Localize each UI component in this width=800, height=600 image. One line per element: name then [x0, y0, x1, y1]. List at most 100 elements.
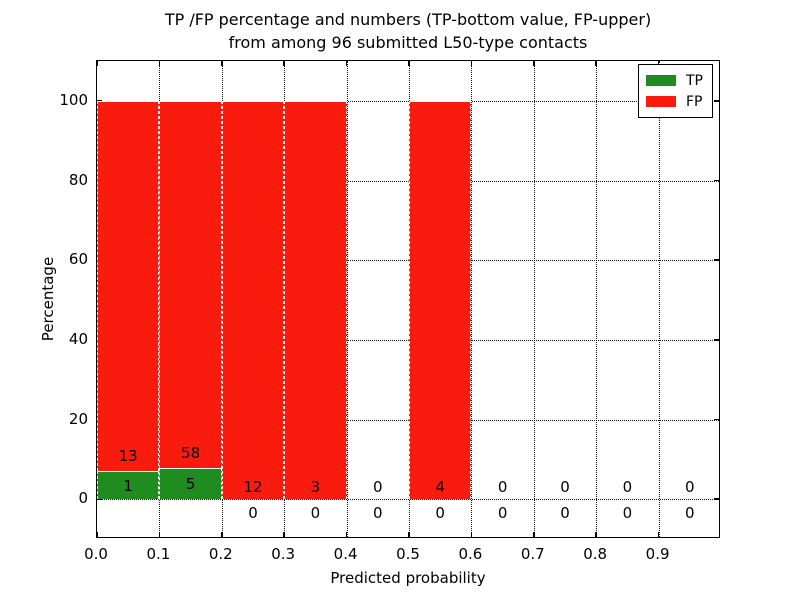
x-tick-label: 0.6: [458, 545, 483, 563]
x-gridline: [658, 61, 660, 537]
y-gridline: [97, 260, 719, 262]
x-gridline: [471, 61, 473, 537]
x-tick-mark: [533, 532, 535, 537]
x-tick-mark: [158, 532, 161, 537]
x-tick-mark: [221, 61, 223, 66]
legend-label-fp: FP: [686, 93, 703, 110]
bar-bin-2: [221, 61, 285, 537]
y-tick-mark: [714, 418, 719, 421]
fp-legend-swatch-icon: [646, 96, 676, 107]
x-tick-mark: [657, 532, 660, 537]
y-gridline: [97, 339, 719, 341]
y-gridline: [97, 180, 719, 182]
x-tick-label: 0.1: [146, 545, 171, 563]
fp-count-label: 0: [497, 478, 508, 497]
tp-count-label: 0: [622, 504, 633, 523]
y-tick-label: 40: [68, 329, 88, 348]
chart-title: TP /FP percentage and numbers (TP-bottom…: [0, 8, 800, 54]
x-tick-mark: [533, 61, 535, 66]
fp-count-label: 58: [181, 443, 201, 462]
x-gridline: [533, 61, 535, 537]
x-tick-mark: [470, 532, 473, 537]
fp-count-label: 0: [622, 478, 633, 497]
x-tick-mark: [595, 532, 597, 537]
fp-count-label: 3: [310, 478, 321, 497]
x-tick-mark: [96, 532, 98, 537]
fp-count-label: 0: [685, 478, 695, 497]
x-tick-mark: [408, 532, 410, 537]
x-tick-label: 0.7: [520, 545, 545, 563]
x-tick-mark: [408, 61, 410, 66]
bar-segment-fp: [221, 100, 285, 500]
legend-label-tp: TP: [686, 72, 703, 89]
tp-count-label: 0: [685, 504, 695, 523]
y-tick-mark: [714, 498, 719, 500]
bar-bin-1: [159, 61, 222, 537]
tp-count-label: 0: [497, 504, 508, 523]
legend-item-fp: FP: [646, 91, 703, 112]
x-tick-mark: [345, 532, 348, 537]
tp-count-label: 0: [310, 504, 321, 523]
x-tick-label: 0.0: [84, 545, 108, 563]
bar-segment-fp: [97, 100, 160, 471]
fp-count-label: 13: [118, 446, 138, 465]
x-tick-mark: [283, 61, 285, 66]
x-tick-mark: [657, 61, 660, 66]
y-tick-mark: [97, 498, 102, 500]
x-axis-label: Predicted probability: [330, 569, 486, 587]
x-tick-mark: [345, 61, 348, 66]
x-tick-mark: [221, 532, 223, 537]
x-tick-mark: [595, 61, 597, 66]
x-tick-label: 0.3: [271, 545, 296, 563]
y-gridline: [97, 499, 719, 501]
bar-bin-3: [284, 61, 347, 537]
bar-segment-fp: [409, 100, 472, 500]
y-gridline: [97, 419, 719, 421]
y-tick-label: 60: [68, 250, 88, 269]
legend-item-tp: TP: [646, 70, 703, 91]
x-tick-mark: [158, 61, 161, 66]
tp-count-label: 0: [373, 504, 383, 523]
y-tick-label: 0: [78, 489, 88, 508]
fp-count-label: 12: [243, 478, 263, 497]
bar-segment-tp: [159, 467, 222, 500]
y-tick-label: 80: [68, 170, 88, 189]
x-tick-label: 0.5: [396, 545, 420, 563]
tp-legend-swatch-icon: [646, 75, 676, 86]
x-gridline: [346, 61, 348, 537]
tp-count-label: 0: [435, 504, 445, 523]
bar-bin-0: [97, 61, 160, 537]
y-tick-mark: [714, 100, 719, 102]
y-gridline: [97, 100, 719, 102]
x-tick-label: 0.8: [583, 545, 608, 563]
x-tick-label: 0.9: [645, 545, 670, 563]
x-tick-mark: [96, 61, 98, 66]
x-tick-label: 0.2: [208, 545, 233, 563]
x-tick-label: 0.4: [333, 545, 358, 563]
plot-area: TP FP 13 1 58 5 12 0 3 0 0 0 4 0 0 0 0 0 0 0 0 0: [96, 60, 720, 538]
x-gridline: [596, 61, 598, 537]
y-tick-mark: [714, 259, 719, 261]
tp-count-label: 1: [123, 476, 133, 495]
y-tick-label: 20: [68, 409, 88, 428]
x-tick-mark: [470, 61, 473, 66]
bar-segment-fp: [159, 100, 222, 468]
x-tick-mark: [283, 532, 285, 537]
fp-count-label: 0: [560, 478, 570, 497]
y-tick-mark: [714, 339, 719, 341]
bar-segment-tp: [97, 470, 160, 500]
tp-count-label: 0: [248, 504, 258, 523]
y-tick-label: 100: [59, 90, 88, 109]
y-axis-label: Percentage: [39, 256, 57, 342]
chart-title-line1: TP /FP percentage and numbers (TP-bottom…: [164, 10, 652, 29]
fp-count-label: 4: [435, 478, 445, 497]
tp-count-label: 0: [560, 504, 570, 523]
bar-segment-fp: [284, 100, 347, 500]
tp-count-label: 5: [185, 475, 196, 494]
y-tick-mark: [714, 179, 719, 182]
bar-bin-5: [409, 61, 472, 537]
legend: TP FP: [638, 64, 713, 118]
fp-count-label: 0: [373, 478, 383, 497]
chart-title-line2: from among 96 submitted L50-type contact…: [228, 33, 588, 52]
